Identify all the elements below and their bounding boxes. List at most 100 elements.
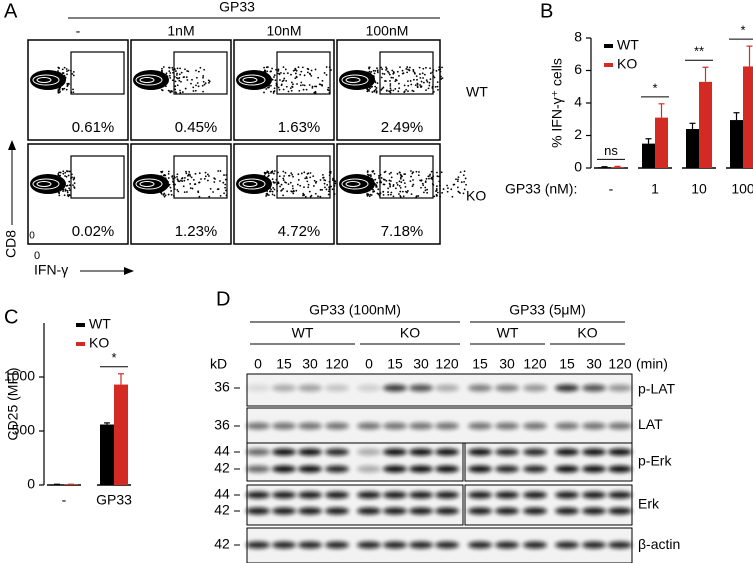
event-dot [161, 89, 164, 92]
event-dot [385, 90, 388, 92]
event-dot [202, 75, 205, 77]
event-dot [195, 76, 198, 79]
event-dot [272, 181, 275, 183]
blot-band [357, 422, 381, 430]
blot-band [409, 465, 433, 473]
blot-band [523, 384, 547, 392]
event-dot [64, 175, 66, 177]
event-dot [161, 69, 163, 72]
event-dot [389, 84, 392, 87]
event-dot [382, 178, 385, 181]
event-dot [455, 178, 457, 181]
event-dot [179, 89, 181, 92]
event-dot [66, 70, 68, 73]
event-dot [441, 66, 443, 69]
blot-band [608, 422, 632, 430]
event-dot [179, 67, 181, 70]
event-dot [377, 188, 380, 191]
event-dot [439, 195, 441, 198]
event-dot [178, 79, 181, 82]
event-dot [426, 191, 429, 194]
event-dot [380, 177, 383, 179]
event-dot [463, 188, 466, 191]
kd-label: kD [210, 356, 227, 372]
event-dot [322, 176, 324, 179]
event-dot [292, 189, 295, 192]
event-dot [463, 180, 466, 183]
event-dot [67, 195, 70, 198]
event-dot [266, 193, 269, 196]
blot-band [298, 448, 322, 456]
event-dot [369, 175, 372, 178]
event-dot [305, 88, 308, 91]
event-dot [373, 89, 376, 92]
event-dot [374, 81, 377, 84]
event-dot [403, 90, 406, 93]
event-dot [299, 184, 302, 187]
blot-name: β-actin [638, 536, 680, 552]
event-dot [416, 86, 419, 89]
event-dot [368, 70, 371, 73]
contour [242, 77, 258, 83]
event-dot [72, 71, 75, 73]
event-dot [179, 179, 182, 182]
blot-band [468, 465, 492, 473]
event-dot [333, 193, 336, 195]
event-dot [212, 191, 214, 193]
event-dot [292, 187, 294, 190]
event-dot [160, 171, 163, 174]
event-dot [197, 70, 200, 73]
event-dot [203, 83, 206, 86]
event-dot [270, 188, 272, 191]
event-dot [290, 190, 293, 193]
event-dot [271, 193, 274, 196]
population [339, 70, 375, 90]
event-dot [270, 70, 272, 73]
population [236, 174, 272, 194]
contour [242, 181, 258, 187]
event-dot [381, 72, 384, 75]
event-dot [392, 195, 395, 198]
event-dot [310, 69, 313, 72]
event-dot [315, 85, 318, 88]
error-bar [658, 103, 665, 118]
event-dot [66, 84, 69, 87]
blot-band [582, 384, 606, 392]
event-dot [447, 187, 449, 190]
event-dot [388, 172, 391, 175]
event-dot [265, 195, 267, 197]
arrow-head [124, 267, 134, 275]
event-dot [462, 174, 465, 177]
event-dot [390, 76, 393, 79]
error-bar [702, 66, 709, 82]
event-dot [425, 66, 427, 69]
event-dot [204, 175, 207, 178]
blot-band [246, 507, 270, 515]
bar [743, 66, 753, 168]
gate-percentage: 1.23% [175, 223, 218, 240]
time-label: 0 [254, 356, 262, 372]
event-dot [308, 84, 311, 86]
event-dot [323, 182, 326, 185]
event-dot [208, 175, 210, 177]
event-dot [265, 66, 268, 69]
arrow-head [8, 140, 16, 150]
event-dot [388, 73, 391, 76]
event-dot [68, 194, 71, 196]
bar [699, 81, 712, 168]
event-dot [281, 80, 284, 83]
event-dot [59, 174, 62, 177]
population [30, 70, 66, 90]
blot-band [468, 491, 492, 499]
event-dot [297, 179, 300, 181]
event-dot [207, 79, 210, 82]
event-dot [442, 188, 445, 190]
event-dot [402, 72, 405, 75]
event-dot [399, 186, 402, 189]
event-dot [223, 192, 225, 195]
event-dot [181, 91, 184, 93]
event-dot [177, 77, 179, 80]
event-dot [224, 183, 227, 186]
event-dot [314, 68, 317, 71]
event-dot [452, 183, 455, 186]
